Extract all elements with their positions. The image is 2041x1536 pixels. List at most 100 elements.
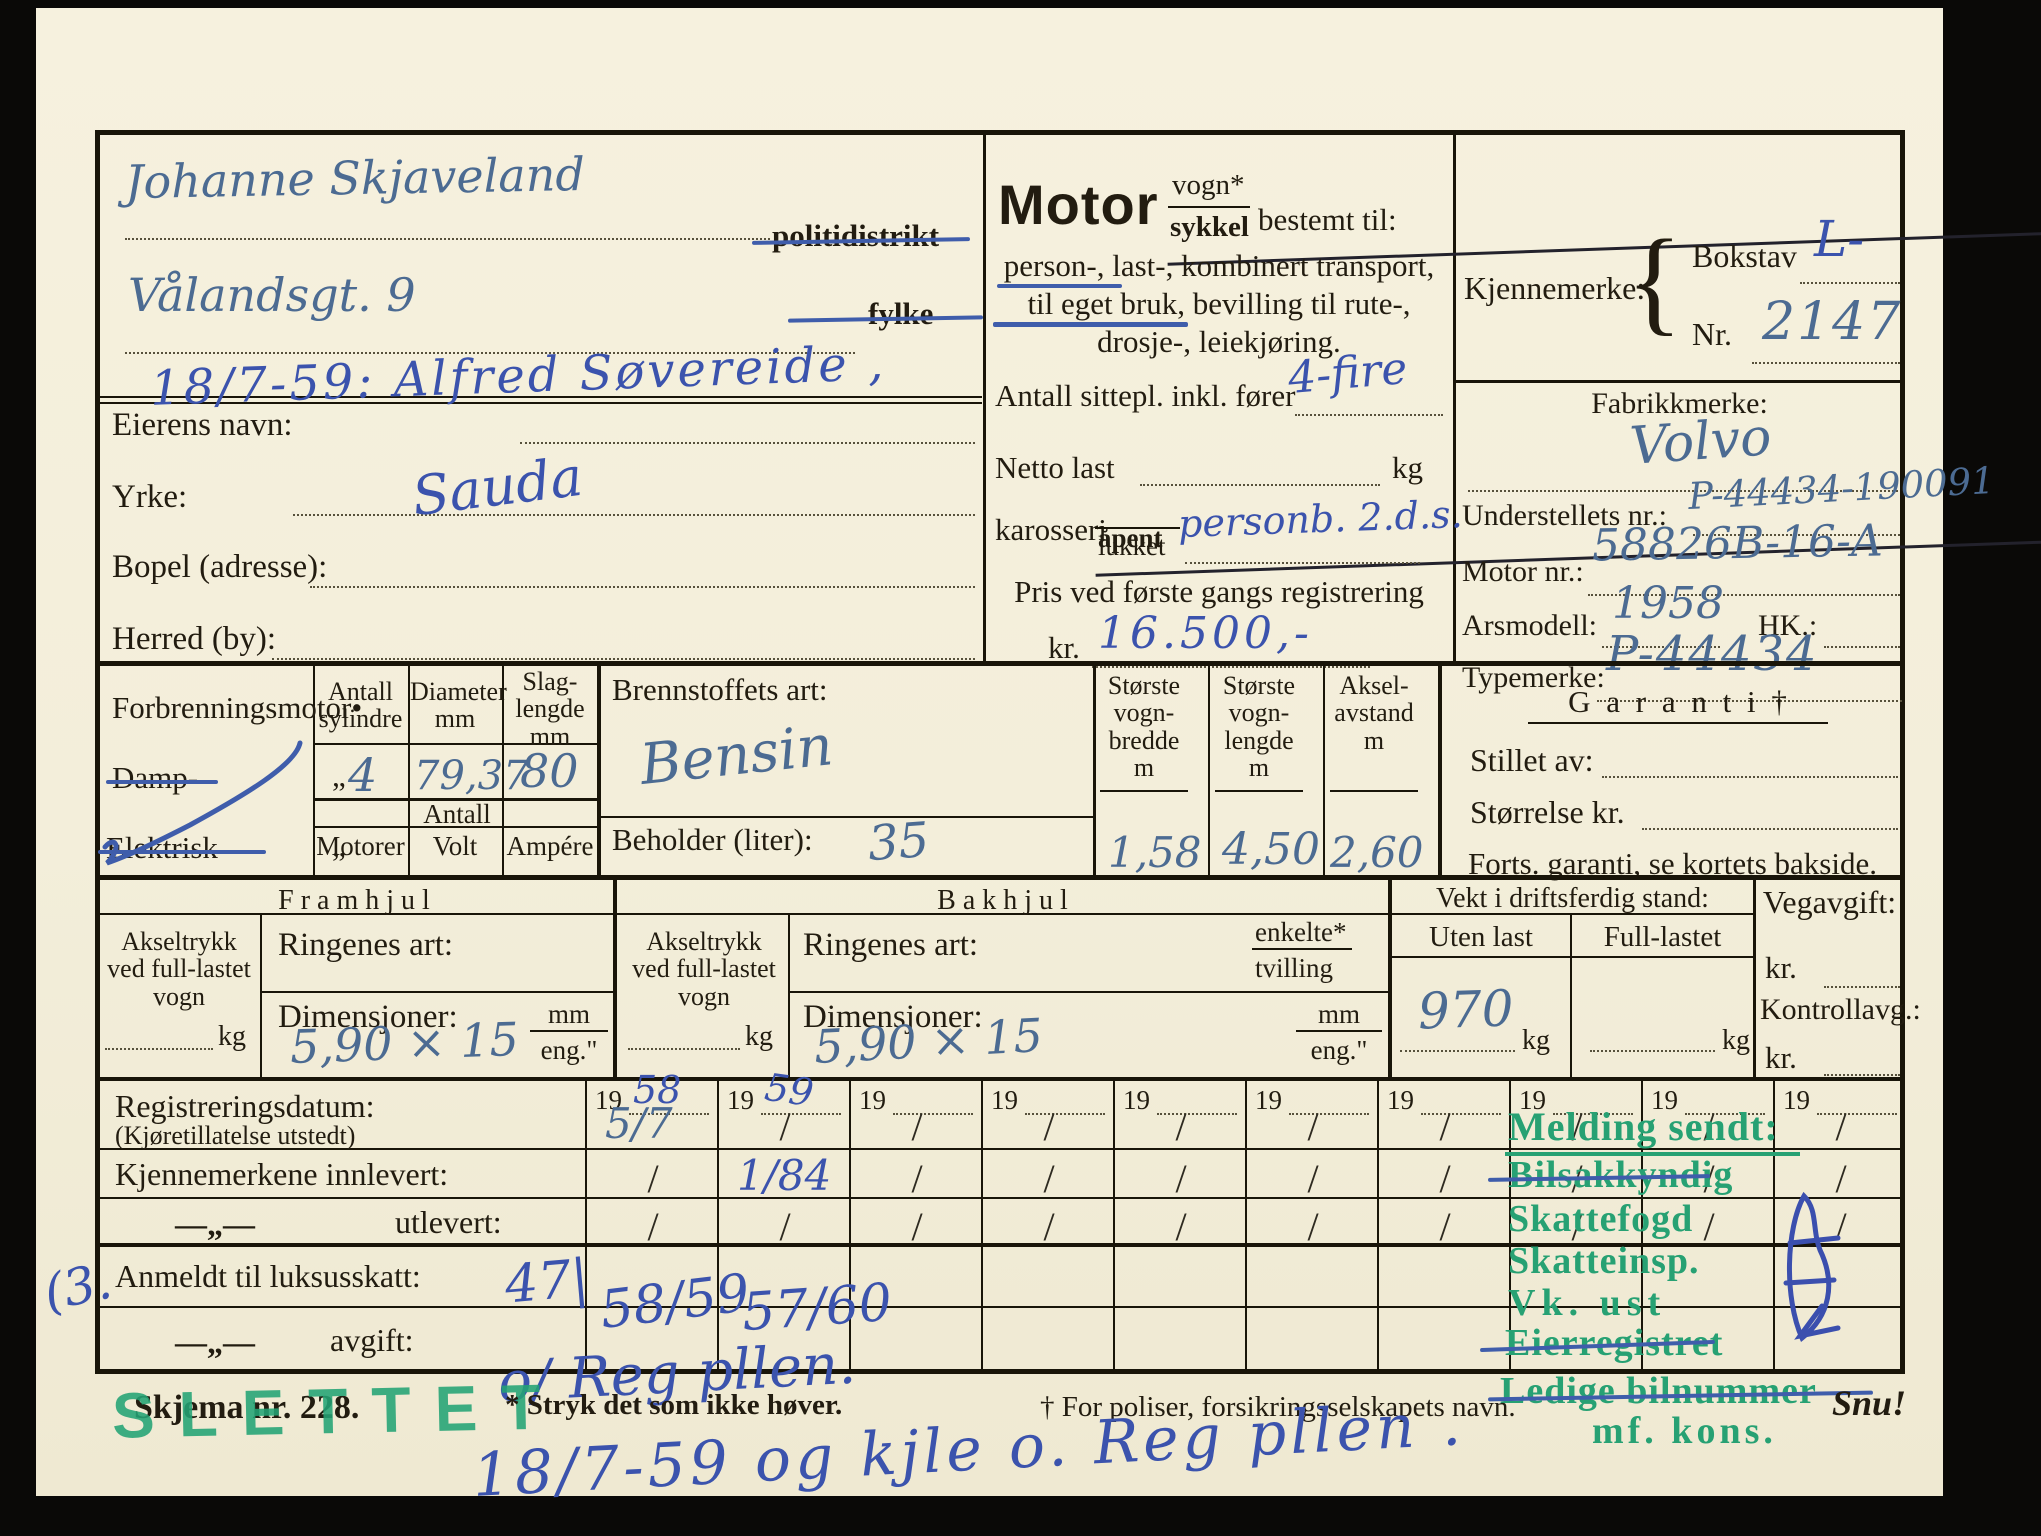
divider: [1753, 880, 1756, 1077]
fraction-line: [1095, 527, 1180, 529]
divider: [262, 991, 613, 993]
dotted-line: [1642, 828, 1898, 830]
netto-kg-unit: kg: [1392, 450, 1423, 485]
section-divider: [95, 661, 1905, 666]
skjema-nr-label: Skjema nr. 228.: [134, 1389, 360, 1426]
divider: [1570, 915, 1572, 1077]
year-column: 19///: [1773, 1081, 1907, 1372]
divider: [313, 798, 601, 801]
dotted-line: [1824, 986, 1900, 988]
divider: [790, 991, 1388, 993]
divider: [601, 816, 1093, 818]
sykkel-option-struck: sykkel: [1170, 212, 2041, 243]
eng-label: eng.": [1310, 1035, 1368, 1065]
grid-cell-value: /: [1439, 1156, 1451, 1201]
year-column: 19///: [1377, 1081, 1511, 1372]
mm-label: mm: [547, 999, 590, 1029]
kjennemerke-label: Kjennemerke:: [1464, 270, 1646, 306]
volt-label: Volt: [432, 831, 478, 861]
year-prefix: 19: [1651, 1085, 1678, 1115]
full-lastet-label: Full-lastet: [1603, 921, 1722, 953]
framhjul-title: F r a m h j u l: [278, 885, 430, 916]
row-line: [95, 1306, 1905, 1308]
col-diameter: Diameter mm: [410, 677, 507, 734]
dimensjoner-bak-handwriting: 5,90 × 15: [812, 1008, 1045, 1074]
ringenes-fram-label: Ringenes art:: [278, 927, 454, 963]
ringenes-bak-label: Ringenes art:: [803, 927, 979, 963]
ink-underline-person: [997, 284, 1122, 288]
stamp-mf-kons: mf. kons.: [1592, 1410, 1777, 1452]
karosseri-handwriting: personb. 2.d.s.: [1177, 492, 1464, 546]
divider: [1252, 948, 1352, 950]
divider: [1453, 135, 1456, 665]
margin-note-handwriting: (3.: [38, 1251, 117, 1323]
motornr-label: Motor nr.:: [1462, 555, 1584, 588]
dotted-line: [1800, 282, 1900, 284]
year-prefix: 19: [859, 1085, 886, 1115]
pris-handwriting: 16.500,-: [1098, 608, 1313, 659]
grid-cell-value: /: [1043, 1104, 1055, 1149]
use-line-1: person-, last-, kombinert transport,: [1003, 248, 1435, 283]
ink-strike: [98, 850, 266, 854]
divider: [313, 666, 315, 877]
antall-subheader: Antall: [423, 799, 491, 829]
divider: [617, 913, 1388, 915]
vognlengde-header: Største vogn- lengde m: [1222, 671, 1296, 782]
luksus-5760-handwriting: 57/60: [740, 1272, 894, 1344]
divider: [1208, 666, 1210, 877]
divider: [1392, 913, 1753, 915]
grid-cell-value: /: [779, 1204, 791, 1249]
divider: [408, 666, 410, 877]
year-prefix: 19: [727, 1085, 754, 1115]
divider: [1438, 666, 1442, 877]
stamp-ledige-bilnummer: Ledige bilnummer: [1500, 1370, 1817, 1412]
use-line-2: til eget bruk, bevilling til rute-,: [1027, 286, 1411, 321]
luksus-47-handwriting: 47|: [502, 1248, 592, 1316]
year-column: 19///: [1641, 1081, 1775, 1372]
year-prefix: 19: [1255, 1085, 1282, 1115]
divider: [1323, 666, 1325, 877]
divider: [313, 826, 601, 828]
divider: [95, 913, 613, 915]
kg-unit: kg: [1522, 1025, 1550, 1056]
grid-cell-value: /: [1439, 1104, 1451, 1149]
form-border: [95, 130, 1905, 1374]
vognbredde-header: Største vogn- bredde m: [1107, 671, 1181, 782]
netto-last-label: Netto last: [995, 450, 1115, 485]
poliser-footnote: † For poliser, forsikringsselskapets nav…: [1040, 1391, 1516, 1423]
nr-label: Nr.: [1692, 316, 1732, 352]
yrke-label: Yrke:: [112, 479, 188, 515]
year-prefix: 19: [1387, 1085, 1414, 1115]
diameter-value: 79,37: [414, 753, 529, 799]
grid-cell-value: /: [779, 1104, 791, 1149]
dotted-line: [1289, 1113, 1369, 1115]
year-prefix: 19: [595, 1085, 622, 1115]
vegavgift-title: Vegavgift:: [1762, 884, 1897, 920]
akselavstand-header: Aksel- avstand m: [1334, 671, 1414, 755]
brace-glyph: {: [1626, 215, 1683, 346]
akseltrykk-fram-label: Akseltrykk ved full-lastet vogn: [107, 927, 251, 1011]
grid-cell-value: /: [1571, 1104, 1583, 1149]
divider: [983, 135, 986, 665]
grid-cell-value: /: [1307, 1104, 1319, 1149]
divider: [1456, 380, 1903, 383]
divider: [1215, 790, 1303, 792]
dotted-line: [761, 1113, 841, 1115]
dotted-line: [1597, 700, 1902, 702]
fylke-label: fylke: [868, 296, 934, 331]
owner-name-handwriting: Johanne Skjaveland: [124, 146, 586, 210]
vognlengde-value: 4,50: [1222, 824, 1320, 875]
dimensjoner-fram-handwriting: 5,90 × 15: [289, 1012, 520, 1074]
section-divider: [95, 1077, 1905, 1081]
stillet-av-label: Stillet av:: [1470, 742, 1594, 778]
vekt-title: Vekt i driftsferdig stand:: [1436, 883, 1709, 914]
kjennemerkene-innlevert-label: Kjennemerkene innlevert:: [115, 1156, 449, 1192]
typemerke-handwriting: P-44434: [1606, 626, 1819, 682]
divider: [313, 743, 601, 745]
arsmodell-handwriting: 1958: [1612, 578, 1724, 629]
dotted-line: [1025, 1113, 1105, 1115]
dotted-line: [1157, 1113, 1237, 1115]
year-column: 19///: [981, 1081, 1115, 1372]
dotted-line: [1588, 594, 1900, 596]
mm-label: mm: [1317, 999, 1360, 1029]
